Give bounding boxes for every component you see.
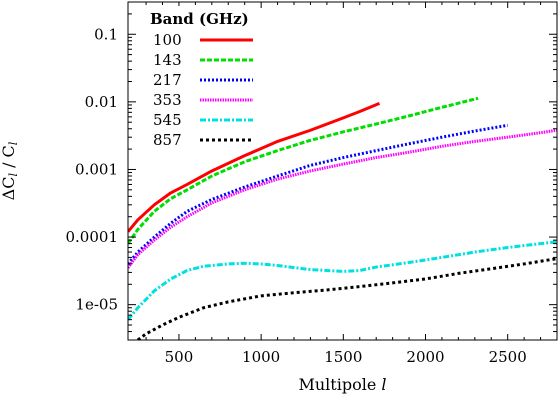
series-line-217 xyxy=(128,123,508,265)
y-axis-title-sub2: l xyxy=(7,141,20,145)
x-tick-label: 2500 xyxy=(489,348,527,366)
legend-label-353: 353 xyxy=(153,91,182,109)
y-tick-label: 1e-05 xyxy=(75,296,118,314)
series-line-857 xyxy=(136,257,557,340)
series-line-353 xyxy=(128,128,557,269)
x-axis-title-var: l xyxy=(381,375,386,394)
y-axis-title: ΔCl / Cl xyxy=(0,141,20,200)
series-line-143 xyxy=(128,96,479,245)
plot-frame xyxy=(127,1,558,341)
y-axis-title-sub1: l xyxy=(7,173,20,177)
y-tick-label: 0.001 xyxy=(75,160,118,178)
legend-title: Band (GHz) xyxy=(150,10,249,28)
series-line-100 xyxy=(128,101,381,233)
x-tick-label: 1500 xyxy=(324,348,362,366)
x-tick-label: 1000 xyxy=(242,348,280,366)
legend-label-143: 143 xyxy=(153,51,182,69)
y-tick-label: 0.1 xyxy=(94,25,118,43)
legend-background xyxy=(140,6,258,138)
legend-label-100: 100 xyxy=(153,31,182,49)
legend-label-217: 217 xyxy=(153,71,182,89)
y-tick-label: 0.0001 xyxy=(66,228,119,246)
x-tick-label: 500 xyxy=(165,348,194,366)
legend-label-545: 545 xyxy=(153,111,182,129)
y-axis-title-main: ΔC xyxy=(0,177,18,201)
y-tick-label: 0.01 xyxy=(85,93,118,111)
x-tick-label: 2000 xyxy=(406,348,444,366)
legend-label-857: 857 xyxy=(153,131,182,149)
x-axis-title: Multipole l xyxy=(298,375,386,394)
x-axis-title-text: Multipole xyxy=(298,375,376,394)
series-line-545 xyxy=(128,240,557,321)
y-axis-title-slash: / C xyxy=(0,145,18,173)
